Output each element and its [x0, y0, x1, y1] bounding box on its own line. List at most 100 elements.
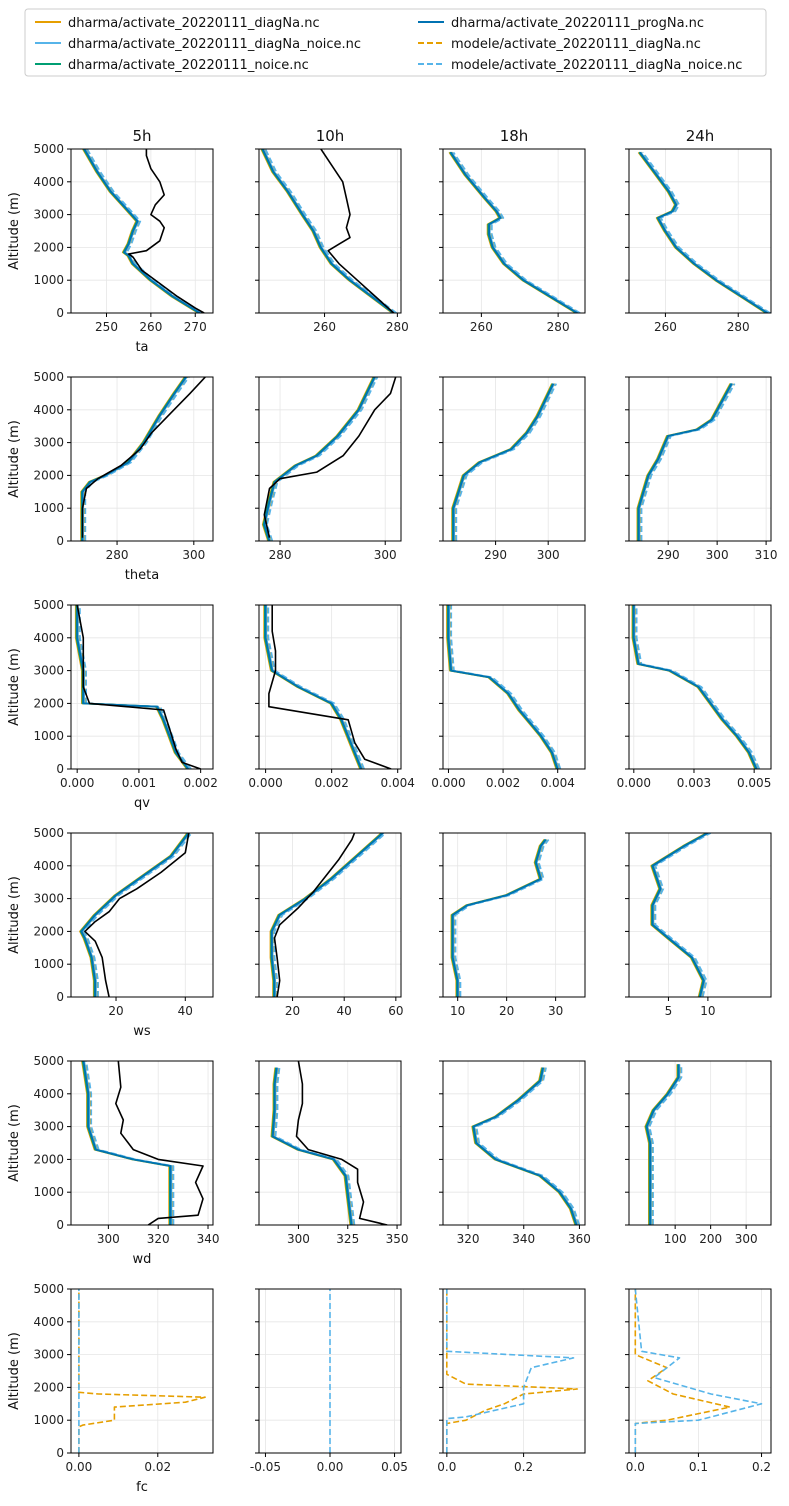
panel-qv-5h: 0 1000 2000 3000 4000 5000 Altitude (m) 0.000 0.…	[7, 598, 218, 811]
axes-frame	[628, 832, 772, 998]
x-tick-label: 0.000	[431, 776, 465, 790]
series-modele-diagNa	[445, 1289, 579, 1453]
y-axis-label: Altitude (m)	[7, 192, 22, 270]
series-group	[269, 833, 387, 997]
y-tick-label: 4000	[33, 175, 64, 189]
y-axis-label: Altitude (m)	[7, 1332, 22, 1410]
panel-fc-18h: 0.0 0.2	[437, 1288, 586, 1474]
x-tick-label: 270	[184, 320, 207, 334]
series-modele-diagNa-noice	[445, 1289, 575, 1453]
y-tick-label: 5000	[33, 1054, 64, 1068]
panel-qv-10h: 0.000 0.002 0.004	[248, 604, 415, 790]
series-group	[81, 1061, 204, 1225]
panel-fc-24h: 0.0 0.1 0.2	[625, 1288, 772, 1474]
x-tick-label: 0.000	[617, 776, 651, 790]
y-tick-label: 5000	[33, 826, 64, 840]
series-modele-diagNa-noice	[274, 1067, 356, 1225]
series-modele-diagNa-noice	[450, 605, 562, 769]
axes-frame	[442, 148, 586, 314]
y-tick-label: 2000	[33, 924, 64, 938]
series-dharma-progNa	[83, 149, 201, 313]
x-tick-label: 260	[470, 320, 493, 334]
series-dharma-diagNa-noice	[264, 377, 377, 541]
column-title: 5h	[132, 127, 151, 145]
series-dharma-diagNa	[261, 377, 375, 541]
series-observations	[76, 605, 201, 769]
y-tick-label: 4000	[33, 403, 64, 417]
series-group	[451, 383, 558, 541]
series-group	[78, 1289, 206, 1453]
x-tick-label: 0.004	[541, 776, 575, 790]
series-dharma-progNa	[263, 377, 376, 541]
y-tick-label: 3000	[33, 664, 64, 678]
series-observations	[320, 149, 395, 313]
axes-frame	[628, 604, 772, 770]
axes-frame	[258, 604, 402, 770]
y-tick-label: 0	[56, 990, 64, 1004]
y-tick-label: 3000	[33, 1120, 64, 1134]
column-title: 24h	[686, 127, 715, 145]
series-dharma-noice	[632, 605, 757, 769]
series-observations	[81, 377, 206, 538]
series-group	[446, 605, 562, 769]
series-group	[450, 839, 550, 997]
series-dharma-progNa	[639, 151, 768, 313]
series-dharma-progNa	[651, 833, 709, 997]
series-group	[636, 383, 736, 541]
x-tick-label: 280	[106, 548, 129, 562]
y-tick-label: 4000	[33, 1087, 64, 1101]
series-dharma-diagNa-noice	[452, 839, 548, 997]
series-dharma-diagNa	[74, 605, 188, 769]
x-tick-label: 300	[735, 1232, 758, 1246]
panel-ta-24h: 260 280	[625, 148, 772, 334]
series-dharma-diagNa	[270, 1067, 352, 1225]
subplot-grid: 5h 10h 18h 24h010002000300040005000Altitude…	[7, 127, 778, 1495]
y-tick-label: 2000	[33, 1152, 64, 1166]
axes-frame	[70, 376, 214, 542]
x-tick-label: 300	[287, 1232, 310, 1246]
series-dharma-noice	[451, 839, 546, 997]
series-group	[270, 1061, 388, 1225]
x-tick-label: 260	[139, 320, 162, 334]
series-group	[260, 149, 398, 313]
x-tick-label: 0.1	[689, 1460, 708, 1474]
axes-frame	[442, 832, 586, 998]
x-tick-label: 0.003	[677, 776, 711, 790]
series-group	[80, 377, 206, 541]
series-dharma-diagNa	[451, 383, 553, 541]
series-observations	[295, 1061, 388, 1225]
y-tick-label: 5000	[33, 1282, 64, 1296]
y-tick-label: 4000	[33, 631, 64, 645]
series-dharma-diagNa	[260, 149, 393, 313]
series-dharma-diagNa-noice	[272, 1067, 354, 1225]
y-tick-label: 0	[56, 534, 64, 548]
axes-frame	[442, 604, 586, 770]
x-tick-label: 300	[97, 1232, 120, 1246]
axes-frame	[628, 1060, 772, 1226]
panel-ws-10h: 20 40 60	[255, 832, 403, 1018]
series-dharma-noice	[451, 383, 554, 541]
panel-wd-5h: 0 1000 2000 3000 4000 5000 Altitude (m) 300 320 3…	[7, 1054, 219, 1267]
panel-theta-24h: 290 300 310	[625, 376, 778, 562]
legend: dharma/activate_20220111_diagNa.nc dharma…	[24, 8, 767, 77]
column-title: 10h	[316, 127, 345, 145]
x-tick-label: 40	[337, 1004, 352, 1018]
x-tick-label: 5	[665, 1004, 673, 1018]
series-dharma-progNa	[632, 605, 758, 769]
panel-qv-24h: 0.000 0.003 0.005	[617, 604, 772, 790]
x-axis-label: wd	[133, 1252, 152, 1267]
y-tick-label: 2000	[33, 1380, 64, 1394]
series-dharma-diagNa-noice	[82, 377, 188, 541]
x-tick-label: 0.0	[437, 1460, 456, 1474]
series-modele-diagNa	[85, 149, 202, 313]
x-tick-label: 30	[548, 1004, 563, 1018]
y-tick-label: 1000	[33, 273, 64, 287]
x-tick-label: 350	[386, 1232, 409, 1246]
series-modele-diagNa-noice	[640, 383, 736, 541]
series-observations	[84, 833, 190, 997]
panel-theta-5h: 0 1000 2000 3000 4000 5000 Altitude (m) 280 300 t…	[7, 370, 214, 583]
x-tick-label: 260	[313, 320, 336, 334]
series-dharma-progNa	[451, 839, 547, 997]
panel-fc-5h: 0 1000 2000 3000 4000 5000 Altitude (m) 0.00 0.0…	[7, 1282, 214, 1495]
